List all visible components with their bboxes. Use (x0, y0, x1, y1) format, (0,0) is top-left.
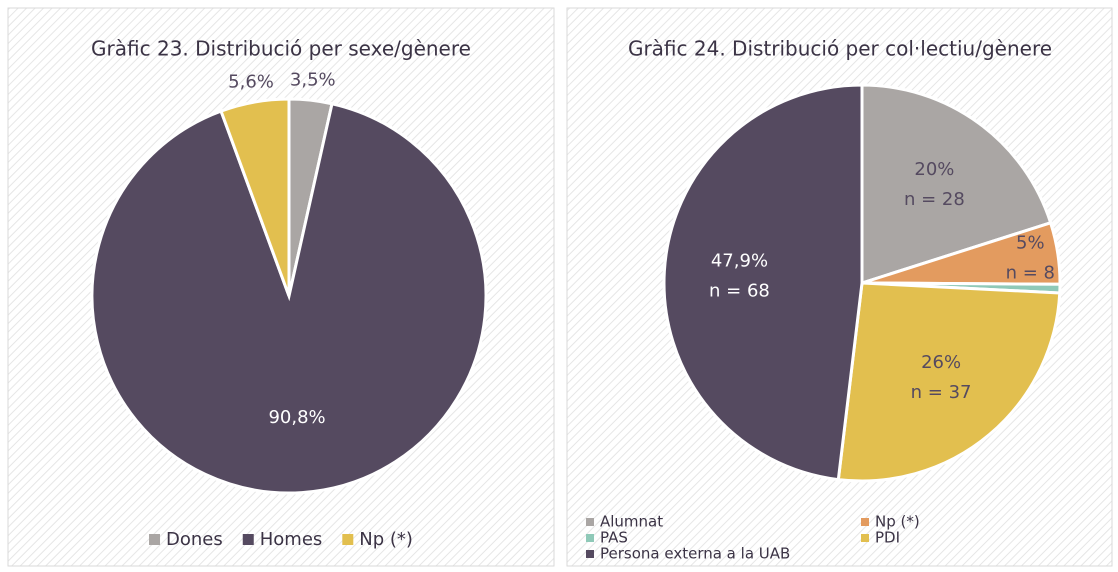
legend-swatch (342, 534, 354, 545)
legend-swatch (242, 534, 254, 545)
data-label: 5% (1016, 232, 1045, 253)
chart-title: Gràfic 24. Distribució per col·lectiu/gè… (628, 37, 1052, 61)
legend-label: Persona externa a la UAB (600, 545, 790, 563)
data-label: 20% (914, 159, 954, 180)
pie-slice (836, 281, 1062, 483)
data-label: 90,8% (268, 407, 325, 428)
data-label: 26% (921, 352, 961, 373)
legend-label: PAS (600, 529, 628, 547)
legend-swatch (586, 534, 594, 542)
legend-label: Alumnat (600, 513, 663, 531)
legend-swatch (586, 550, 594, 558)
pie-slice (662, 83, 864, 482)
count-label: n = 37 (911, 382, 972, 403)
legend-swatch (861, 534, 869, 542)
legend-label: Np (*) (875, 513, 920, 531)
legend-label: PDI (875, 529, 900, 547)
count-label: n = 68 (709, 281, 770, 302)
legend-swatch (149, 534, 161, 545)
chart-title: Gràfic 23. Distribució per sexe/gènere (91, 37, 471, 61)
pie-slice (860, 83, 1053, 286)
data-label: 47,9% (711, 251, 768, 272)
data-label: 5,6% (228, 72, 274, 93)
legend-swatch (861, 518, 869, 526)
count-label: n = 28 (904, 189, 965, 210)
legend-label: Dones (166, 529, 223, 550)
pie-slice (219, 97, 291, 297)
pie-slice (90, 101, 488, 495)
count-label: n = 8 (1006, 262, 1055, 283)
data-label: 3,5% (290, 70, 336, 91)
legend-label: Np (*) (359, 529, 413, 550)
legend-swatch (586, 518, 594, 526)
legend-label: Homes (260, 529, 323, 550)
